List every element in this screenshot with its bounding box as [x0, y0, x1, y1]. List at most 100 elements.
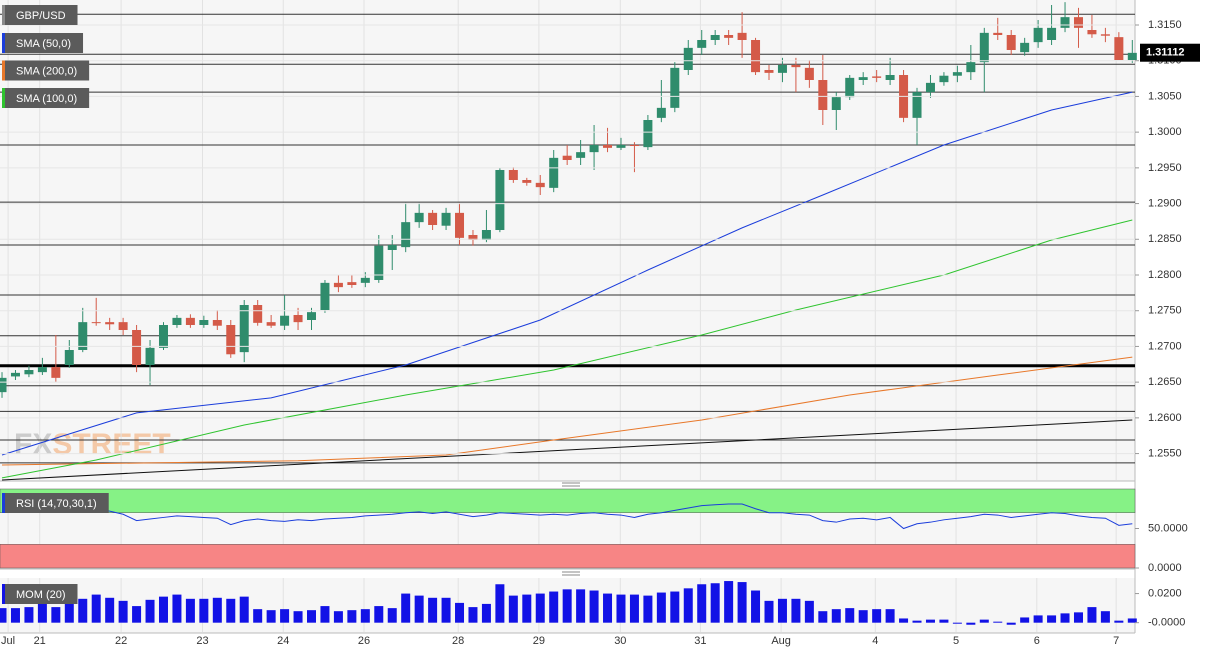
candle-body	[118, 322, 128, 330]
mom-bar	[751, 590, 761, 623]
y-tick-label: 1.3150	[1148, 19, 1182, 31]
mom-bar	[455, 602, 465, 623]
candle-body	[616, 145, 626, 148]
mom-bar	[549, 591, 559, 623]
mom-bar	[132, 606, 142, 623]
candle-body	[535, 182, 545, 188]
mom-bar	[347, 610, 357, 623]
candle-body	[872, 76, 882, 78]
mom-bar	[239, 596, 249, 623]
candle-body	[333, 282, 343, 288]
mom-bar	[10, 608, 20, 623]
legend-label: SMA (50,0)	[16, 38, 71, 50]
candle-body	[764, 70, 774, 73]
plot-layer: Jul 21 22 23 24 26 28 29 30 31 Aug 4 5 6 7 1.2550 1.2600…	[0, 0, 1200, 647]
mom-bar	[118, 600, 128, 623]
x-tick-label: 21	[34, 635, 46, 647]
candle-body	[845, 77, 855, 98]
x-tick-label: 29	[533, 635, 545, 647]
legend-item: SMA (100,0)	[2, 88, 90, 108]
y-tick-label: -0.0000	[1148, 617, 1185, 629]
candle-body	[925, 82, 935, 93]
candle-body	[199, 320, 209, 325]
legend-swatch	[2, 5, 5, 25]
mom-bar	[199, 598, 209, 623]
candle-body	[1087, 30, 1097, 35]
mom-bar	[872, 609, 882, 623]
candle-body	[912, 92, 922, 118]
candle-body	[185, 317, 195, 325]
sma-line	[1, 419, 1133, 481]
mom-bar	[1100, 611, 1110, 623]
last-price-label: 1.31112	[1146, 47, 1185, 59]
candle-body	[307, 312, 317, 320]
legend-swatch	[2, 60, 5, 81]
watermark-fx: FX	[14, 428, 52, 461]
mom-bar	[576, 589, 586, 623]
candle-body	[401, 222, 411, 248]
legend-item: SMA (200,0)	[2, 60, 90, 81]
candle-body	[603, 145, 613, 148]
candle-body	[683, 47, 693, 70]
mom-bar	[804, 600, 814, 623]
candle-body	[226, 325, 236, 355]
candle-body	[320, 282, 330, 310]
legend-swatch	[2, 493, 5, 513]
mom-bar	[562, 589, 572, 623]
mom-bar	[737, 582, 747, 623]
candle-body	[1033, 27, 1043, 43]
mom-bar	[1073, 612, 1083, 623]
mom-bar	[629, 594, 639, 623]
legend-swatch	[2, 33, 5, 53]
mom-bar	[1127, 618, 1137, 623]
mom-bar	[656, 592, 666, 623]
mom-bar	[280, 609, 290, 623]
candle-body	[656, 107, 666, 118]
mom-bar	[724, 581, 734, 623]
candle-body	[293, 315, 303, 323]
candle-body	[266, 322, 276, 326]
candle-body	[374, 245, 384, 280]
candle-body	[1127, 52, 1137, 60]
candle-body	[428, 212, 438, 225]
mom-bar	[899, 618, 909, 623]
y-tick-label: 1.2750	[1148, 305, 1182, 317]
legend-item: GBP/USD	[2, 5, 78, 25]
candle-body	[105, 322, 115, 325]
mom-bar	[226, 598, 236, 623]
y-tick-label: 1.3000	[1148, 126, 1182, 138]
candle-body	[1020, 42, 1030, 53]
y-tick-label: 1.2800	[1148, 269, 1182, 281]
mom-bar	[441, 597, 451, 623]
candle-body	[643, 120, 653, 148]
mom-bar	[293, 611, 303, 623]
mom-bar	[212, 597, 222, 623]
mom-bar	[374, 606, 384, 623]
candle-body	[522, 180, 532, 183]
mom-bar	[78, 598, 88, 623]
legend-swatch	[2, 584, 5, 604]
y-tick-label: 1.2600	[1148, 412, 1182, 424]
candle-body	[549, 157, 559, 188]
mom-bar	[428, 597, 438, 623]
candle-body	[212, 320, 222, 326]
mom-bar	[589, 590, 599, 623]
candle-body	[1073, 17, 1083, 28]
mom-bar	[885, 609, 895, 623]
legend-item: RSI (14,70,30,1)	[2, 493, 109, 513]
y-tick-label: 1.2900	[1148, 197, 1182, 209]
legend-label: GBP/USD	[16, 10, 66, 22]
mom-bar	[831, 609, 841, 623]
mom-bar	[145, 599, 155, 623]
mom-bar	[253, 609, 263, 623]
candle-body	[1100, 34, 1110, 36]
mom-bar	[307, 610, 317, 623]
candle-body	[858, 77, 868, 80]
mom-bar	[670, 591, 680, 623]
candle-body	[831, 97, 841, 110]
legend-swatch	[2, 88, 5, 108]
candle-body	[91, 322, 101, 324]
mom-bar	[777, 598, 787, 623]
last-price-box	[1140, 43, 1200, 62]
legend-box	[2, 493, 109, 513]
